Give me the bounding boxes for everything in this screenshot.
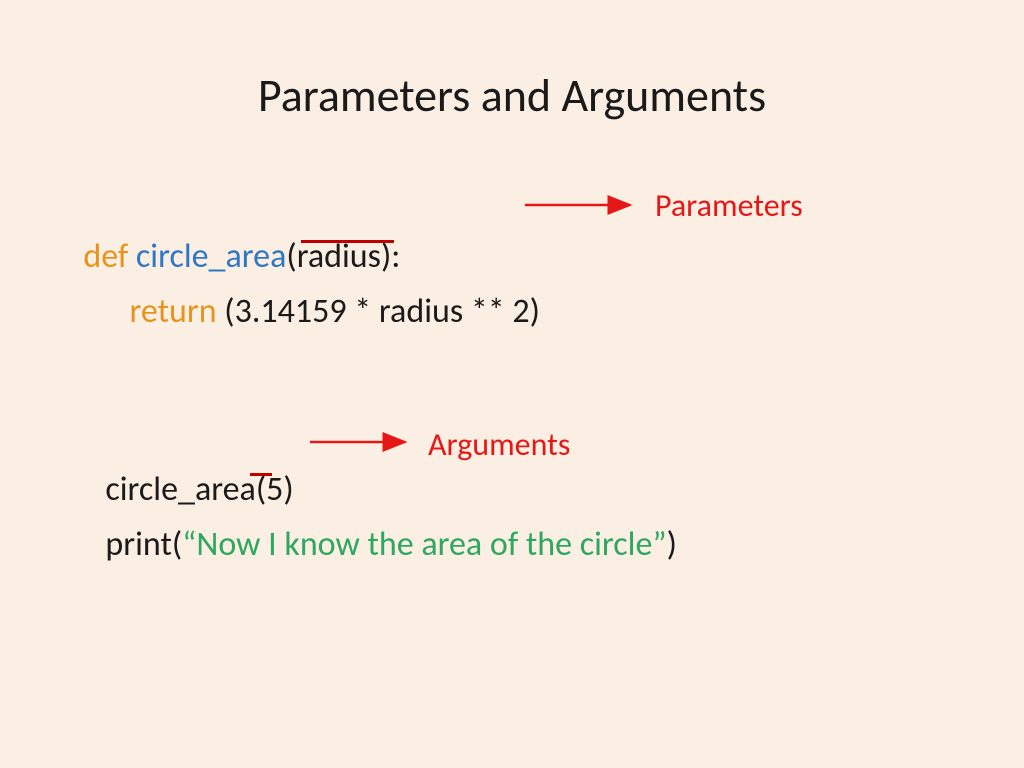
code-return-line: return (3.14159 * radius ** 2): [68, 250, 540, 332]
slide-title: Parameters and Arguments: [0, 68, 1024, 124]
keyword-return: return: [130, 291, 217, 332]
string-literal: “Now I know the area of the circle”: [182, 524, 666, 565]
underline-five: [250, 473, 272, 476]
code-print-line: print(“Now I know the area of the circle…: [90, 483, 677, 565]
annotation-arguments: Arguments: [428, 425, 570, 464]
print-open: print(: [105, 524, 182, 565]
annotation-parameters: Parameters: [655, 186, 803, 225]
print-close: ): [667, 524, 677, 565]
arrow-parameters: [525, 195, 645, 215]
arrow-arguments: [310, 432, 420, 452]
indent: [83, 291, 129, 332]
return-expr: (3.14159 * radius ** 2): [217, 291, 540, 332]
underline-radius: [301, 240, 394, 243]
